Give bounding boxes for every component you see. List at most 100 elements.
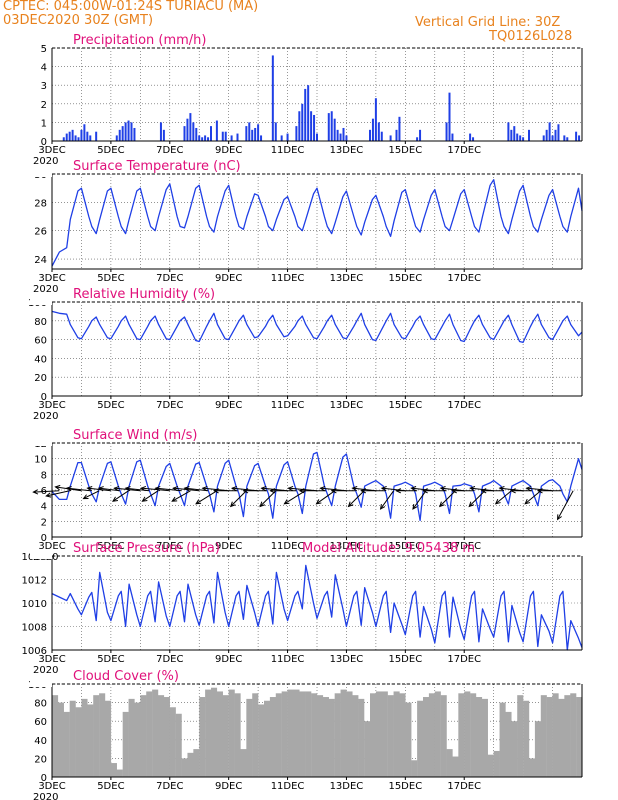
precip-bar (304, 88, 307, 141)
cloud-bar (258, 704, 265, 777)
precip-bar (566, 137, 569, 141)
precip-bar (224, 131, 227, 141)
cloud-bar (240, 749, 247, 777)
cloud-bar (152, 689, 159, 777)
y-tick-label: 0 (41, 533, 47, 544)
precip-bar (298, 111, 301, 141)
y-tick-label: 60 (34, 717, 47, 728)
wind-arrow (33, 490, 60, 493)
cloud-bar (181, 758, 188, 777)
cloud-bar (452, 756, 459, 777)
precip-bar (472, 137, 475, 141)
x-tick-label: 9DEC (215, 400, 242, 411)
header-grid-line: Vertical Grid Line: 30Z (415, 15, 561, 30)
y-tick-label: 20 (34, 373, 47, 384)
precip-bar (445, 122, 448, 141)
panel-title: Surface Temperature (nC) (73, 159, 241, 174)
precip-bar (469, 133, 472, 141)
cloud-bar (440, 695, 447, 777)
precip-bar (578, 135, 581, 141)
x-year-label: 2020 (33, 665, 58, 676)
panel-title: Relative Humidity (%) (73, 287, 215, 302)
x-tick-label: 9DEC (215, 145, 242, 156)
precip-bar (183, 126, 186, 141)
precip-bar (133, 127, 136, 141)
header-run-date: 03DEC2020 30Z (GMT) (3, 13, 154, 28)
wind-arrow (316, 490, 335, 505)
wind-arrow (141, 487, 170, 492)
precip-bar (201, 137, 204, 141)
x-tick-label: 3DEC (38, 781, 65, 792)
cloud-bar (252, 693, 259, 777)
precip-bar (345, 135, 348, 141)
cloud-bar (93, 695, 100, 777)
precip-bar (280, 135, 283, 141)
cloud-bar (370, 693, 377, 777)
cloud-bar (205, 689, 212, 777)
wind-arrow-head (451, 488, 457, 494)
cloud-bar (134, 702, 141, 777)
precip-bar (162, 129, 165, 141)
wind-arrow-head (65, 486, 72, 492)
cloud-bar (116, 769, 123, 777)
cloud-bar (305, 691, 312, 777)
x-tick-label: 7DEC (156, 654, 183, 665)
cloud-bar (87, 704, 94, 777)
y-tick-label: 40 (34, 354, 47, 365)
series-line (51, 179, 583, 267)
wind-arrow-head (412, 503, 418, 510)
wind-arrow (495, 490, 512, 505)
wind-arrow-head (86, 486, 93, 492)
precip-bar (159, 122, 162, 141)
cloud-bar (481, 698, 488, 777)
y-tick-label: 80 (34, 317, 47, 328)
x-tick-label: 5DEC (97, 541, 124, 552)
cloud-bar (99, 693, 106, 777)
wind-arrow (468, 490, 486, 507)
wind-arrow-head (45, 492, 52, 498)
y-tick-label: 2 (41, 100, 47, 111)
series-line (51, 310, 583, 344)
cloud-bar (564, 695, 571, 777)
x-tick-label: 5DEC (97, 400, 124, 411)
cloud-bar (423, 697, 430, 777)
wind-arrow-head (525, 485, 532, 492)
wind-arrow-head (524, 499, 531, 505)
precip-bar (575, 131, 578, 141)
precip-bar (522, 137, 525, 141)
y-tick-label: 80 (34, 699, 47, 710)
precip-bar (121, 126, 124, 141)
cloud-bar (417, 700, 424, 777)
precip-bar (563, 135, 566, 141)
precip-bar (513, 126, 516, 141)
precip-bar (416, 137, 419, 141)
precip-bar (395, 129, 398, 141)
x-tick-label: 11DEC (271, 145, 305, 156)
wind-arrow (83, 490, 100, 500)
precip-bar (307, 85, 310, 141)
cloud-bar (216, 691, 223, 777)
precip-bar (342, 127, 345, 141)
cloud-bar (328, 698, 335, 777)
precip-bar (248, 122, 251, 141)
x-tick-label: 3DEC (38, 273, 65, 284)
precip-bar (507, 122, 510, 141)
precip-bar (374, 98, 377, 141)
wind-arrow-head (201, 485, 208, 492)
precip-bar (62, 137, 65, 141)
precip-bar (371, 118, 374, 141)
cloud-bar (393, 691, 400, 777)
cloud-bar (105, 700, 112, 777)
cloud-bar (293, 689, 300, 777)
panel-title: Precipitation (mm/h) (73, 33, 206, 48)
panel-4: 100610081010101210143DEC5DEC7DEC9DEC11DE… (22, 541, 583, 676)
cloud-bar (570, 693, 577, 777)
cloud-bar (346, 691, 353, 777)
cloud-bar (128, 698, 135, 777)
wind-arrow-head (242, 488, 249, 494)
precip-bar (83, 124, 86, 141)
precip-bar (124, 122, 127, 141)
precip-bar (301, 103, 304, 141)
wind-arrow-head (468, 501, 475, 508)
wind-arrow-head (480, 488, 487, 494)
